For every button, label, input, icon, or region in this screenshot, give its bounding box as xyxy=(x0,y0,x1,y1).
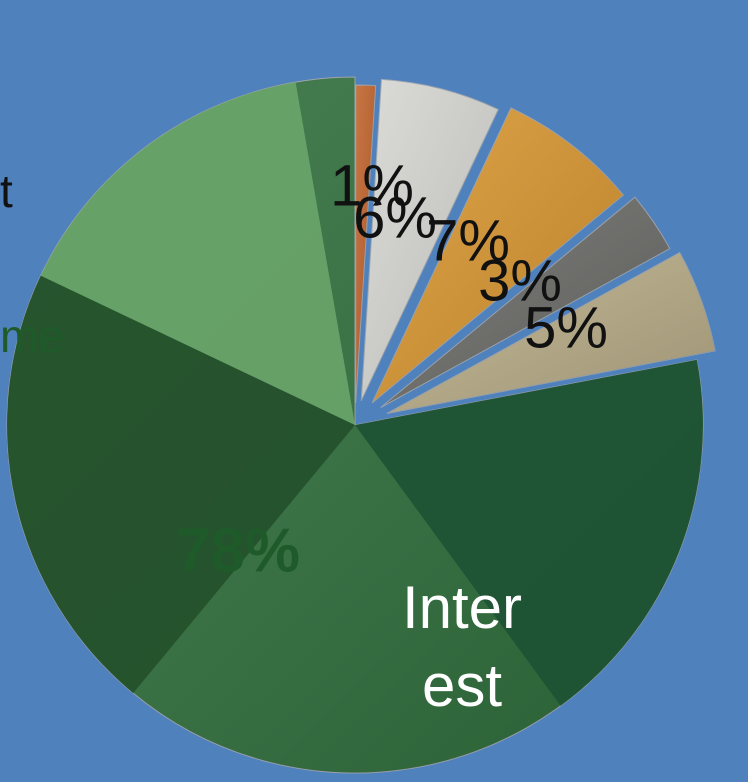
pie-shading xyxy=(6,77,716,774)
slice-shading xyxy=(6,275,355,694)
labels: 1%6%7%3%5% 78% t me Inter est xyxy=(0,153,608,719)
slice-shading xyxy=(40,82,355,425)
slice-shade xyxy=(372,107,624,403)
slice-shade xyxy=(355,85,376,404)
data-label: 6% xyxy=(353,185,437,250)
data-label: 78% xyxy=(176,516,300,585)
slice-shade xyxy=(361,79,499,401)
slice-shade xyxy=(380,197,670,408)
data-label: 5% xyxy=(524,295,608,360)
annotation: me xyxy=(0,310,64,362)
data-label: 7% xyxy=(426,208,510,273)
annotation: est xyxy=(422,652,502,719)
slice-shade xyxy=(386,252,716,414)
annotation: Inter xyxy=(402,574,522,641)
data-label: 3% xyxy=(478,248,562,313)
data-label: 1% xyxy=(330,153,414,218)
annotation: t xyxy=(0,165,13,217)
slice-shading xyxy=(355,359,703,706)
